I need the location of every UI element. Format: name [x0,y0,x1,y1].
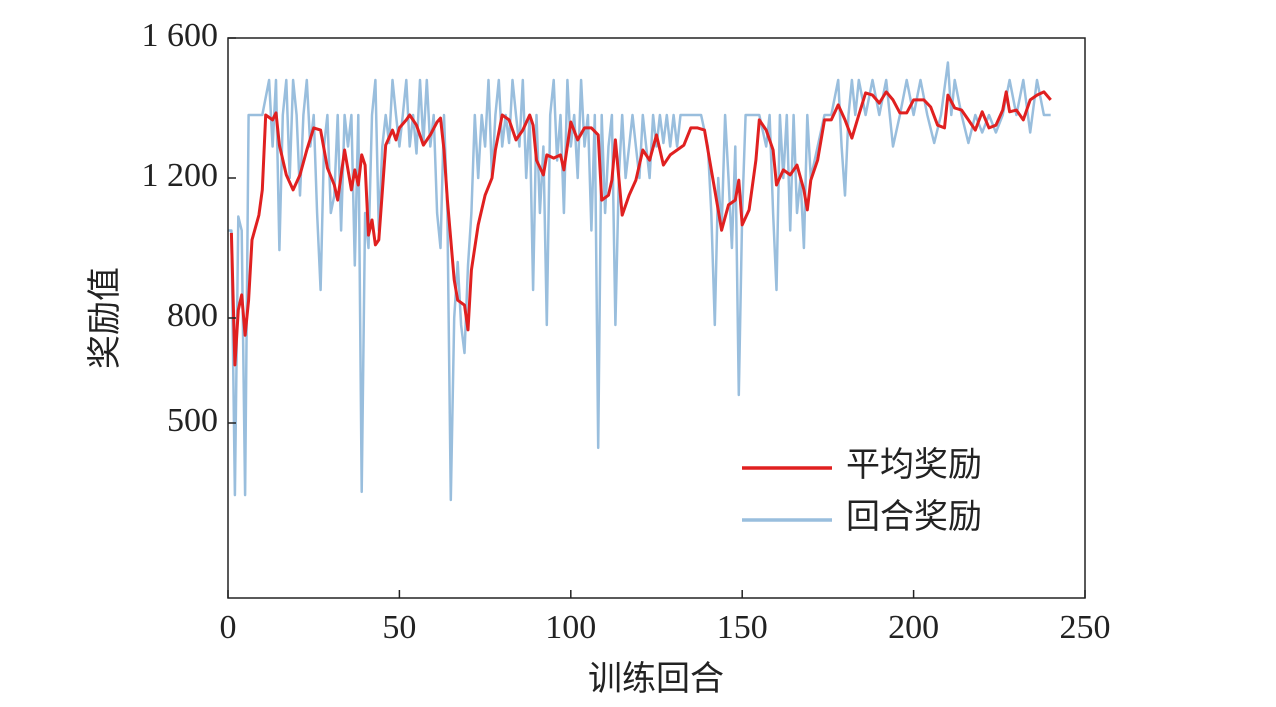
x-tick-label: 150 [717,609,768,646]
legend-label: 回合奖励 [846,498,982,536]
x-axis-label: 训练回合 [588,660,724,698]
plot-lines [228,61,1052,502]
series-line [228,61,1051,502]
series-line [229,90,1052,367]
y-tick-label: 1 600 [142,17,219,54]
x-tick-label: 0 [220,609,237,646]
x-tick-label: 200 [888,609,939,646]
x-tick-label: 100 [545,609,596,646]
y-tick-label: 1 200 [142,157,219,194]
x-tick-label: 250 [1060,609,1111,646]
x-tick-label: 50 [382,609,416,646]
y-tick-label: 800 [167,297,218,334]
y-axis-label: 奖励值 [86,267,124,369]
y-tick-label: 500 [167,402,218,439]
legend-label: 平均奖励 [846,446,982,484]
